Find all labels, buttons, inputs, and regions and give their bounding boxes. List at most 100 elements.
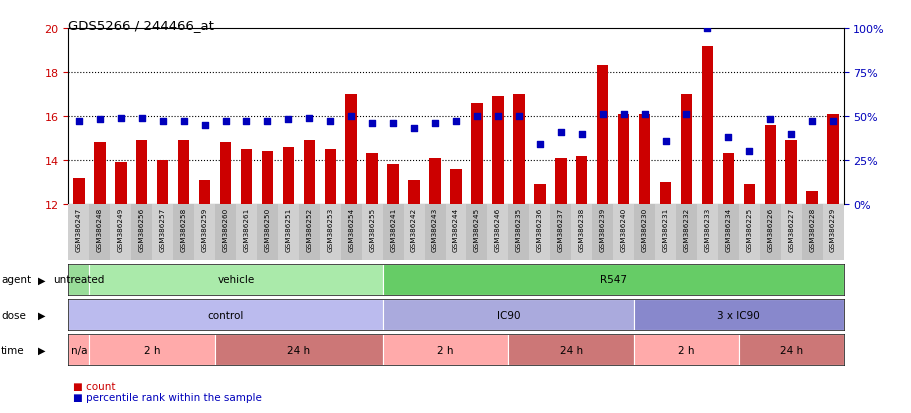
Bar bbox=[303, 141, 315, 204]
Bar bbox=[89, 204, 110, 260]
Text: GSM386255: GSM386255 bbox=[369, 207, 374, 252]
Bar bbox=[596, 66, 608, 204]
Bar bbox=[236, 204, 257, 260]
Bar bbox=[220, 143, 231, 204]
Point bbox=[616, 112, 630, 118]
Bar bbox=[199, 180, 210, 204]
Text: GSM386231: GSM386231 bbox=[661, 207, 668, 252]
Bar bbox=[738, 204, 759, 260]
Text: GSM386257: GSM386257 bbox=[159, 207, 166, 252]
Point bbox=[260, 119, 274, 125]
Text: R547: R547 bbox=[599, 275, 626, 285]
Text: 24 h: 24 h bbox=[779, 345, 802, 355]
Point bbox=[364, 121, 379, 127]
Bar bbox=[383, 204, 404, 260]
Bar bbox=[387, 165, 398, 204]
Text: 24 h: 24 h bbox=[559, 345, 582, 355]
Text: ■ count: ■ count bbox=[73, 381, 116, 391]
Bar bbox=[68, 335, 89, 366]
Text: GSM386261: GSM386261 bbox=[243, 207, 250, 252]
Bar bbox=[278, 204, 299, 260]
Bar bbox=[822, 204, 843, 260]
Text: n/a: n/a bbox=[70, 345, 87, 355]
Bar bbox=[383, 299, 633, 330]
Bar bbox=[717, 204, 738, 260]
Text: ▶: ▶ bbox=[38, 275, 46, 285]
Point bbox=[783, 131, 798, 138]
Bar bbox=[659, 183, 670, 204]
Text: GSM386241: GSM386241 bbox=[390, 207, 395, 252]
Bar bbox=[617, 114, 629, 204]
Bar bbox=[136, 141, 148, 204]
Text: GSM386230: GSM386230 bbox=[640, 207, 647, 252]
Bar bbox=[534, 185, 545, 204]
Text: GSM386234: GSM386234 bbox=[724, 207, 731, 252]
Bar bbox=[784, 141, 796, 204]
Text: GSM386240: GSM386240 bbox=[619, 207, 626, 252]
Bar bbox=[680, 95, 691, 204]
Point bbox=[302, 115, 316, 122]
Bar bbox=[324, 150, 335, 204]
Point bbox=[343, 113, 358, 120]
Point bbox=[679, 112, 693, 118]
Text: GSM386253: GSM386253 bbox=[327, 207, 333, 252]
Text: GSM386239: GSM386239 bbox=[599, 207, 605, 252]
Bar bbox=[89, 264, 383, 295]
Text: 3 x IC90: 3 x IC90 bbox=[717, 310, 760, 320]
Bar bbox=[633, 299, 843, 330]
Point bbox=[448, 119, 463, 125]
Point bbox=[721, 135, 735, 141]
Text: vehicle: vehicle bbox=[217, 275, 254, 285]
Text: dose: dose bbox=[1, 310, 26, 320]
Text: GSM386259: GSM386259 bbox=[201, 207, 208, 252]
Bar bbox=[89, 335, 215, 366]
Bar bbox=[194, 204, 215, 260]
Text: GSM386236: GSM386236 bbox=[537, 207, 542, 252]
Text: 2 h: 2 h bbox=[144, 345, 160, 355]
Bar bbox=[738, 335, 843, 366]
Text: GSM386235: GSM386235 bbox=[516, 207, 521, 252]
Point bbox=[490, 113, 505, 120]
Bar bbox=[486, 204, 507, 260]
Bar bbox=[801, 204, 822, 260]
Bar bbox=[555, 158, 566, 204]
Bar bbox=[466, 204, 486, 260]
Text: GSM386238: GSM386238 bbox=[578, 207, 584, 252]
Point bbox=[322, 119, 337, 125]
Text: ■ percentile rank within the sample: ■ percentile rank within the sample bbox=[73, 392, 261, 402]
Text: GSM386232: GSM386232 bbox=[682, 207, 689, 252]
Bar bbox=[178, 141, 189, 204]
Point bbox=[176, 119, 190, 125]
Bar bbox=[591, 204, 612, 260]
Text: GSM386242: GSM386242 bbox=[411, 207, 416, 252]
Text: GSM386258: GSM386258 bbox=[180, 207, 187, 252]
Bar bbox=[362, 204, 383, 260]
Text: GSM386237: GSM386237 bbox=[558, 207, 563, 252]
Point bbox=[595, 112, 609, 118]
Point bbox=[637, 112, 651, 118]
Bar bbox=[215, 335, 383, 366]
Text: agent: agent bbox=[1, 275, 31, 285]
Point bbox=[658, 138, 672, 145]
Bar bbox=[654, 204, 675, 260]
Bar bbox=[345, 95, 356, 204]
Text: GSM386229: GSM386229 bbox=[829, 207, 835, 252]
Text: GSM386256: GSM386256 bbox=[138, 207, 145, 252]
Text: ▶: ▶ bbox=[38, 310, 46, 320]
Bar bbox=[570, 204, 591, 260]
Bar bbox=[759, 204, 780, 260]
Bar bbox=[826, 114, 838, 204]
Point bbox=[281, 117, 295, 123]
Bar bbox=[425, 204, 445, 260]
Text: GSM386244: GSM386244 bbox=[453, 207, 458, 252]
Bar bbox=[152, 204, 173, 260]
Text: GSM386225: GSM386225 bbox=[745, 207, 752, 252]
Text: GSM386247: GSM386247 bbox=[76, 207, 82, 252]
Point bbox=[134, 115, 148, 122]
Text: GSM386246: GSM386246 bbox=[495, 207, 500, 252]
Text: untreated: untreated bbox=[53, 275, 105, 285]
Bar bbox=[73, 178, 85, 204]
Bar bbox=[701, 46, 712, 204]
Bar bbox=[549, 204, 570, 260]
Point bbox=[553, 129, 568, 136]
